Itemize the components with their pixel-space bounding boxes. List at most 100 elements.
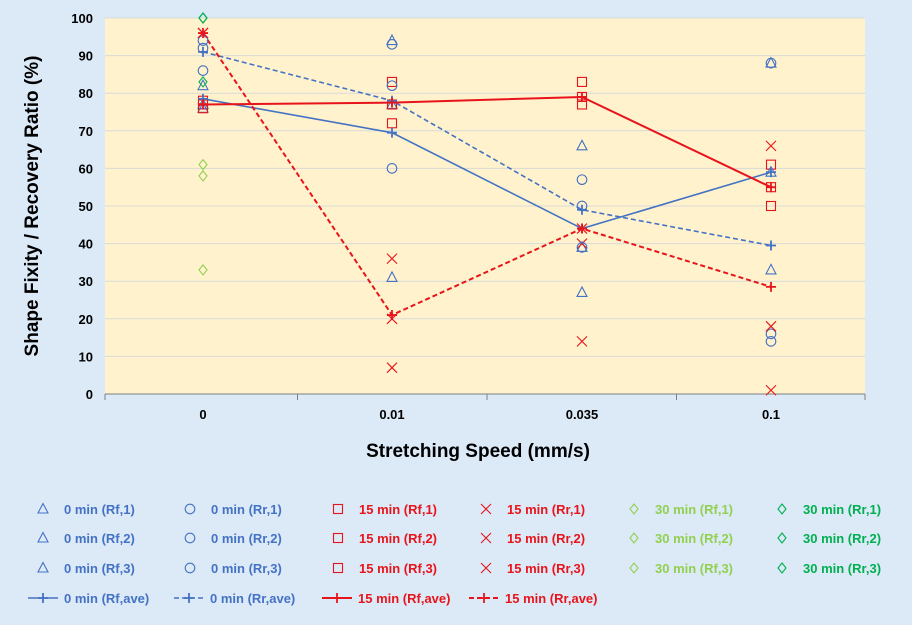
legend-marker <box>629 503 639 515</box>
legend-marker <box>184 532 196 544</box>
legend-marker <box>184 562 196 574</box>
legend-item: 15 min (Rf,ave) <box>322 591 450 606</box>
data-point <box>577 91 587 102</box>
y-tick-label: 100 <box>71 11 93 26</box>
y-tick-label: 80 <box>79 86 93 101</box>
data-point <box>576 76 588 87</box>
legend-marker <box>629 532 639 544</box>
legend-item: 30 min (Rr,3) <box>777 561 881 576</box>
legend-item: 15 min (Rr,1) <box>480 502 585 517</box>
data-point <box>198 99 208 110</box>
legend-label: 15 min (Rf,3) <box>359 561 437 576</box>
legend-marker <box>777 503 787 515</box>
data-point <box>386 270 398 282</box>
data-point <box>387 310 397 321</box>
data-point <box>386 362 398 374</box>
data-point <box>765 56 777 68</box>
series-line <box>202 98 772 230</box>
legend-label: 0 min (Rr,ave) <box>210 591 295 606</box>
legend-label: 15 min (Rr,3) <box>507 561 585 576</box>
legend-marker <box>37 561 49 573</box>
legend-label: 15 min (Rf,2) <box>359 531 437 546</box>
legend-marker <box>332 503 344 515</box>
y-tick-label: 60 <box>79 161 93 176</box>
legend-marker <box>777 562 787 574</box>
data-point <box>386 253 398 265</box>
legend-item: 0 min (Rr,3) <box>184 561 282 576</box>
legend-label: 30 min (Rf,1) <box>655 502 733 517</box>
x-tick-label: 0.035 <box>566 407 599 422</box>
data-point <box>765 320 777 332</box>
legend-label: 0 min (Rf,1) <box>64 502 135 517</box>
data-point <box>198 12 208 24</box>
legend-label: 30 min (Rr,1) <box>803 502 881 517</box>
data-point <box>387 97 397 108</box>
legend-label: 15 min (Rf,1) <box>359 502 437 517</box>
legend-marker <box>479 593 489 603</box>
legend-marker <box>184 503 196 515</box>
legend-label: 0 min (Rf,ave) <box>64 591 149 606</box>
data-point <box>197 65 209 76</box>
legend-label: 30 min (Rf,2) <box>655 531 733 546</box>
legend-marker <box>332 562 344 574</box>
legend-item: 15 min (Rf,3) <box>332 561 437 576</box>
x-tick-label: 0 <box>199 407 206 422</box>
data-point <box>198 46 208 57</box>
legend-item: 0 min (Rf,2) <box>37 531 135 546</box>
legend-item: 0 min (Rr,1) <box>184 502 282 517</box>
average-lines <box>202 32 772 317</box>
y-tick-label: 20 <box>79 312 93 327</box>
legend-item: 0 min (Rr,2) <box>184 531 282 546</box>
data-point <box>577 223 587 234</box>
data-point <box>766 281 776 292</box>
legend-marker <box>480 532 492 544</box>
y-axis-ticks: 0 10 20 30 40 50 60 70 80 90 100 <box>71 11 93 402</box>
series-line <box>202 95 772 189</box>
y-tick-label: 70 <box>79 124 93 139</box>
y-tick-label: 50 <box>79 199 93 214</box>
legend-marker <box>480 562 492 574</box>
x-tick-label: 0.1 <box>762 407 780 422</box>
legend-item: 30 min (Rr,1) <box>777 502 881 517</box>
x-axis-title: Stretching Speed (mm/s) <box>366 441 590 462</box>
data-point <box>576 238 588 249</box>
data-point <box>766 240 776 251</box>
legend-marker <box>332 593 342 603</box>
data-point <box>766 167 776 178</box>
legend-label: 30 min (Rr,3) <box>803 561 881 576</box>
legend-item: 0 min (Rf,1) <box>37 502 135 517</box>
data-point <box>765 328 777 340</box>
legend-item: 0 min (Rf,ave) <box>28 591 149 606</box>
legend-marker <box>777 532 787 544</box>
legend-label: 30 min (Rf,3) <box>655 561 733 576</box>
legend-label: 0 min (Rr,2) <box>211 531 282 546</box>
legend: 0 min (Rf,1) 0 min (Rr,1) 15 min (Rf,1) 15 … <box>28 502 881 606</box>
y-axis-title: Shape Fixity / Recovery Ratio (%) <box>22 56 43 357</box>
legend-marker <box>480 503 492 515</box>
data-point <box>386 76 398 87</box>
legend-label: 0 min (Rr,1) <box>211 502 282 517</box>
legend-label: 15 min (Rr,ave) <box>505 591 598 606</box>
series-line <box>202 32 772 317</box>
legend-item: 30 min (Rr,2) <box>777 531 881 546</box>
gridlines <box>105 17 865 395</box>
legend-marker <box>37 531 49 543</box>
legend-item: 15 min (Rf,2) <box>332 531 437 546</box>
data-point <box>576 285 588 298</box>
legend-item: 0 min (Rr,ave) <box>174 591 295 606</box>
legend-marker <box>37 502 49 514</box>
data-point <box>576 242 588 253</box>
legend-marker <box>332 532 344 544</box>
data-point <box>765 384 777 396</box>
legend-item: 30 min (Rf,1) <box>629 502 733 517</box>
legend-label: 0 min (Rf,2) <box>64 531 135 546</box>
y-tick-label: 0 <box>86 387 93 402</box>
data-point <box>765 140 777 152</box>
data-point <box>766 182 776 193</box>
legend-marker <box>629 562 639 574</box>
legend-item: 30 min (Rf,2) <box>629 531 733 546</box>
data-point <box>576 139 588 151</box>
legend-item: 15 min (Rr,ave) <box>469 591 598 606</box>
data-point <box>765 336 777 347</box>
